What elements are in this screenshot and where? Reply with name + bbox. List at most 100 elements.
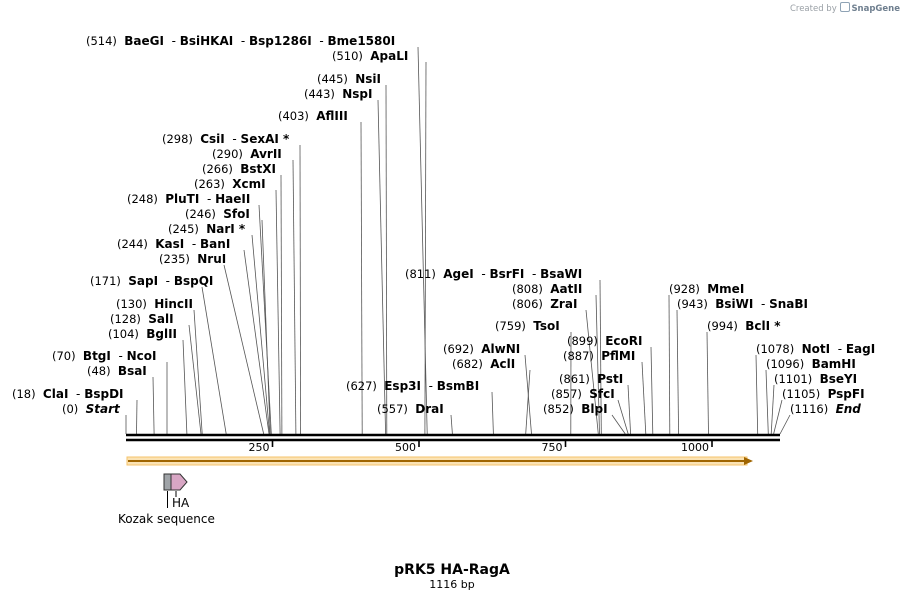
- site-position: (852): [543, 402, 581, 416]
- site-leader: [676, 309, 679, 435]
- enzyme-name[interactable]: SnaBI: [769, 297, 808, 311]
- site-leader: [525, 369, 531, 435]
- enzyme-name[interactable]: BstXI: [240, 162, 276, 176]
- site-label: (1096) BamHI: [766, 357, 856, 371]
- enzyme-name[interactable]: BsaWI: [540, 267, 582, 281]
- enzyme-name[interactable]: AflIII: [316, 109, 348, 123]
- enzyme-name[interactable]: NruI: [197, 252, 226, 266]
- enzyme-name[interactable]: TsoI: [533, 319, 559, 333]
- site-position: (682): [452, 357, 490, 371]
- enzyme-separator: -: [524, 267, 540, 281]
- enzyme-name[interactable]: BlpI: [581, 402, 607, 416]
- site-label: (128) SalI: [110, 312, 174, 326]
- enzyme-separator: -: [164, 34, 180, 48]
- enzyme-name[interactable]: DraI: [415, 402, 443, 416]
- site-label: (811) AgeI - BsrFI - BsaWI: [405, 267, 582, 281]
- site-leader: [599, 279, 602, 435]
- enzyme-name[interactable]: EagI: [846, 342, 875, 356]
- enzyme-name[interactable]: AvrII: [250, 147, 282, 161]
- enzyme-name[interactable]: AatII: [550, 282, 582, 296]
- site-leader: [424, 61, 427, 435]
- enzyme-name[interactable]: BsiWI: [715, 297, 753, 311]
- restriction-site-labels: (514) BaeGI - BsiHKAI - Bsp1286I - Bme15…: [12, 34, 875, 416]
- site-leader: [611, 414, 626, 435]
- enzyme-name[interactable]: HincII: [154, 297, 193, 311]
- enzyme-name[interactable]: NsiI: [355, 72, 381, 86]
- enzyme-name[interactable]: XcmI: [232, 177, 265, 191]
- enzyme-name[interactable]: Esp3I: [384, 379, 421, 393]
- enzyme-name[interactable]: EcoRI: [605, 334, 642, 348]
- enzyme-name[interactable]: PstI: [597, 372, 623, 386]
- enzyme-name[interactable]: CsiI: [200, 132, 225, 146]
- enzyme-name[interactable]: AgeI: [443, 267, 473, 281]
- enzyme-name[interactable]: AclI: [490, 357, 515, 371]
- site-position: (443): [304, 87, 342, 101]
- site-label: (861) PstI: [559, 372, 623, 386]
- snapgene-logo-icon: [840, 2, 851, 12]
- site-label: (759) TsoI: [495, 319, 560, 333]
- enzyme-name[interactable]: BaeGI: [124, 34, 164, 48]
- enzyme-name[interactable]: MmeI: [707, 282, 744, 296]
- scale-ticks: 250 500 750 1000: [249, 440, 713, 454]
- site-label: (852) BlpI: [543, 402, 608, 416]
- site-label: (808) AatII: [512, 282, 582, 296]
- site-label: (887) PflMI: [563, 349, 635, 363]
- site-label: (682) AclI: [452, 357, 515, 371]
- site-label: (943) BsiWI - SnaBI: [677, 297, 808, 311]
- enzyme-name[interactable]: BclI *: [745, 319, 781, 333]
- enzyme-name[interactable]: ZraI: [550, 297, 577, 311]
- enzyme-name[interactable]: Start: [86, 402, 121, 416]
- enzyme-name[interactable]: SexAI *: [241, 132, 290, 146]
- enzyme-separator: -: [233, 34, 249, 48]
- site-position: (994): [707, 319, 745, 333]
- enzyme-name[interactable]: NarI *: [206, 222, 246, 236]
- enzyme-name[interactable]: BsrFI: [490, 267, 525, 281]
- enzyme-name[interactable]: Bme1580I: [328, 34, 396, 48]
- enzyme-separator: -: [421, 379, 437, 393]
- enzyme-name[interactable]: ApaLI: [370, 49, 408, 63]
- site-label: (130) HincII: [116, 297, 193, 311]
- site-leader: [385, 84, 388, 435]
- site-leader: [773, 399, 783, 435]
- enzyme-name[interactable]: PluTI: [165, 192, 199, 206]
- enzyme-name[interactable]: BspDI: [84, 387, 123, 401]
- enzyme-name[interactable]: BsiHKAI: [180, 34, 234, 48]
- enzyme-name[interactable]: SalI: [148, 312, 173, 326]
- enzyme-name[interactable]: BanI: [200, 237, 230, 251]
- plasmid-name: pRK5 HA-RagA: [394, 562, 510, 578]
- enzyme-name[interactable]: BseYI: [820, 372, 858, 386]
- site-leader: [136, 399, 138, 435]
- enzyme-name[interactable]: NspI: [342, 87, 372, 101]
- enzyme-name[interactable]: NcoI: [127, 349, 157, 363]
- enzyme-name[interactable]: BspQI: [174, 274, 214, 288]
- enzyme-name[interactable]: BsaI: [118, 364, 147, 378]
- enzyme-name[interactable]: BamHI: [812, 357, 856, 371]
- enzyme-name[interactable]: HaeII: [215, 192, 250, 206]
- enzyme-name[interactable]: SfcI: [589, 387, 614, 401]
- site-position: (128): [110, 312, 148, 326]
- enzyme-name[interactable]: NotI: [802, 342, 831, 356]
- enzyme-name[interactable]: BtgI: [83, 349, 111, 363]
- enzyme-name[interactable]: Bsp1286I: [249, 34, 312, 48]
- enzyme-name[interactable]: ClaI: [43, 387, 68, 401]
- enzyme-name[interactable]: AlwNI: [481, 342, 520, 356]
- site-position: (244): [117, 237, 155, 251]
- ha-label: HA: [172, 496, 190, 510]
- enzyme-name[interactable]: BsmBI: [437, 379, 479, 393]
- site-position: (403): [278, 109, 316, 123]
- site-position: (298): [162, 132, 200, 146]
- enzyme-name[interactable]: SapI: [128, 274, 158, 288]
- site-position: (627): [346, 379, 384, 393]
- enzyme-separator: -: [830, 342, 846, 356]
- site-label: (1101) BseYI: [774, 372, 857, 386]
- enzyme-name[interactable]: KasI: [155, 237, 184, 251]
- site-position: (1105): [782, 387, 828, 401]
- site-position: (445): [317, 72, 355, 86]
- enzyme-name[interactable]: SfoI: [223, 207, 250, 221]
- site-leader: [299, 144, 302, 435]
- enzyme-name[interactable]: PspFI: [828, 387, 865, 401]
- enzyme-name[interactable]: PflMI: [601, 349, 635, 363]
- enzyme-name[interactable]: End: [836, 402, 862, 416]
- enzyme-name[interactable]: BglII: [146, 327, 177, 341]
- site-leader: [595, 294, 600, 435]
